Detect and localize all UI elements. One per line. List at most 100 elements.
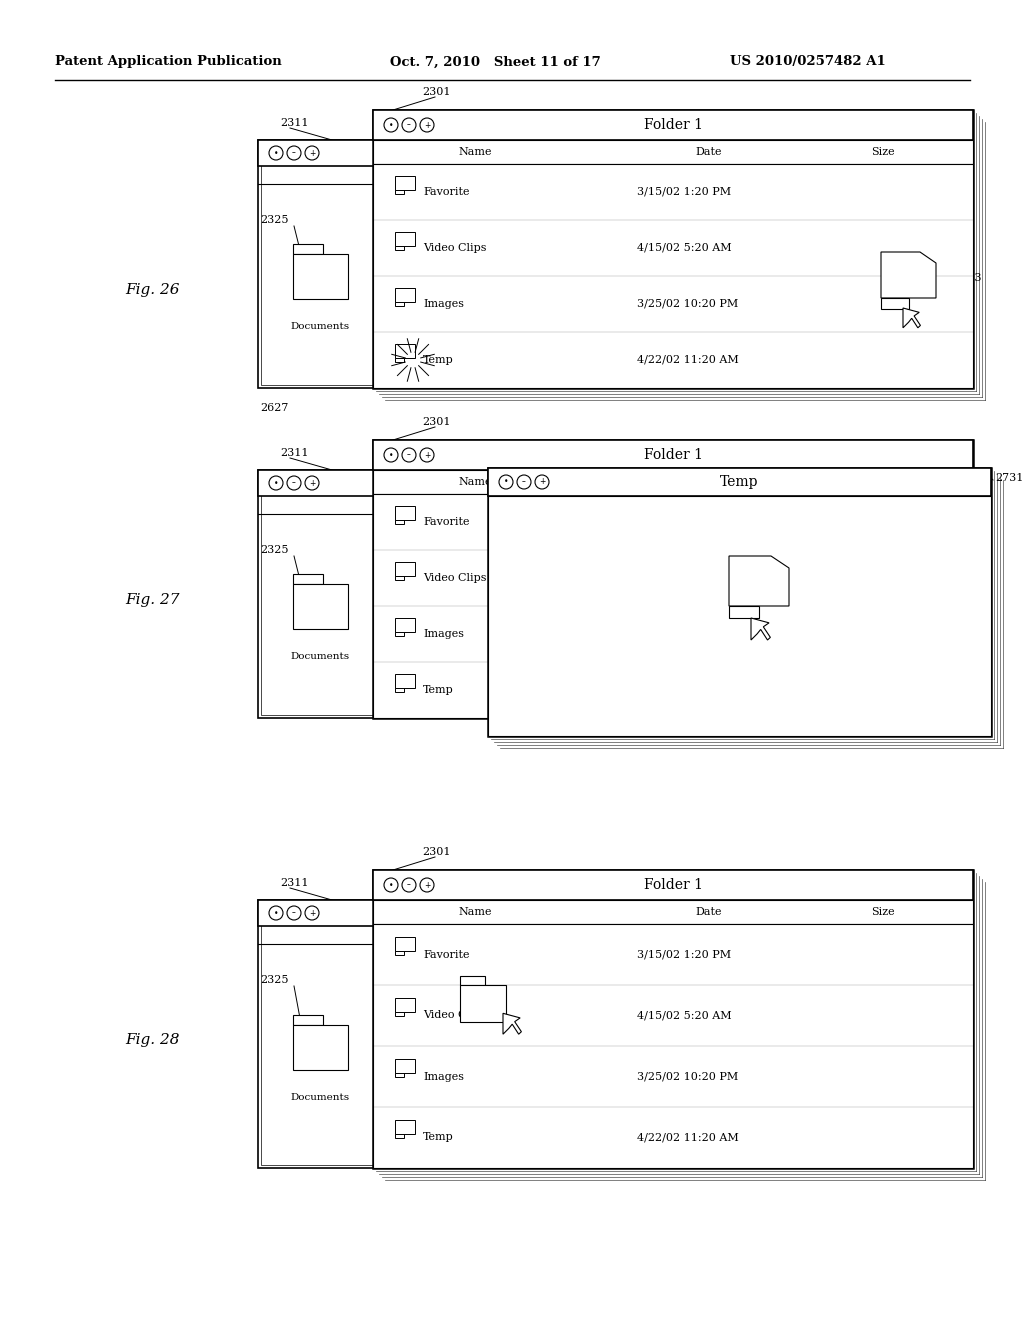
Bar [373,870,973,1168]
Bar [881,298,908,309]
Bar [395,358,404,362]
Bar [490,471,988,733]
Bar [460,985,506,1022]
Text: Name: Name [459,477,492,487]
Text: +: + [539,478,545,487]
Text: 3/15/02 1:20 PM: 3/15/02 1:20 PM [637,187,731,197]
Text: Documents: Documents [291,652,349,661]
Bar [395,1060,415,1073]
Bar [377,874,969,1164]
Bar [373,924,973,1168]
Text: Favorite: Favorite [423,517,469,527]
Text: Images: Images [423,1072,464,1081]
Bar [293,574,323,583]
Text: 2621: 2621 [894,370,923,380]
Text: 3/25/02 10:20 PM: 3/25/02 10:20 PM [637,300,738,309]
Bar [373,870,973,900]
Text: 2721: 2721 [739,686,768,696]
Bar [293,1015,323,1026]
Bar [395,177,415,190]
Bar [377,114,969,384]
Bar [261,903,403,1166]
Text: +: + [424,120,430,129]
Text: Size: Size [871,477,895,487]
Text: Size: Size [871,907,895,917]
Bar [373,164,973,388]
Text: –: – [408,120,411,129]
Text: +: + [309,149,315,157]
Text: Fig. 27: Fig. 27 [125,593,179,607]
Text: +: + [424,450,430,459]
Text: 3/15/02 1:20 PM: 3/15/02 1:20 PM [637,949,731,960]
Polygon shape [751,618,770,640]
Text: 2325: 2325 [260,215,289,224]
Text: •: • [273,908,279,917]
Text: Folder 1: Folder 1 [643,878,702,892]
Text: Size: Size [871,147,895,157]
Text: –: – [292,908,296,917]
Text: 2325: 2325 [260,545,289,554]
Text: Images: Images [423,300,464,309]
Text: Folder 1: Folder 1 [643,117,702,132]
Polygon shape [729,556,790,606]
Text: 2311: 2311 [280,117,308,128]
Bar [395,232,415,247]
Bar [261,473,403,715]
Bar [373,140,973,164]
Bar [258,470,406,496]
Text: 2723: 2723 [809,576,838,586]
Bar [373,110,973,140]
Text: Video Clips: Video Clips [423,573,486,583]
Bar [373,494,973,718]
Bar [395,1121,415,1134]
Text: 2823: 2823 [488,956,516,965]
Bar [261,143,403,385]
Bar [395,302,404,306]
Text: Oct. 7, 2010   Sheet 11 of 17: Oct. 7, 2010 Sheet 11 of 17 [390,55,601,69]
Text: +: + [424,880,430,890]
Text: 2301: 2301 [422,87,451,96]
Bar [395,632,404,636]
Bar [258,140,406,388]
Bar [395,1134,404,1138]
Text: Temp: Temp [423,685,454,696]
Text: Name: Name [459,147,492,157]
Polygon shape [503,1014,521,1034]
Bar [395,345,415,358]
Text: US 2010/0257482 A1: US 2010/0257482 A1 [730,55,886,69]
Text: Images: Images [423,630,464,639]
Bar [293,1026,348,1071]
Text: 3/25/02 10:20 PM: 3/25/02 10:20 PM [637,1072,738,1081]
Text: Fig. 28: Fig. 28 [125,1034,179,1047]
Bar [395,520,404,524]
Text: Patent Application Publication: Patent Application Publication [55,55,282,69]
Text: –: – [408,880,411,890]
Text: 2311: 2311 [280,447,308,458]
Text: Favorite: Favorite [423,949,469,960]
Bar [395,577,404,579]
Text: 2821: 2821 [488,1085,517,1096]
Bar [373,900,973,924]
Text: 2623: 2623 [953,273,981,282]
Text: Video Clips: Video Clips [423,243,486,253]
Bar [293,253,348,300]
Text: Name: Name [459,907,492,917]
Bar [488,469,991,737]
Bar [729,606,759,618]
Text: Temp: Temp [423,1133,454,1143]
Text: •: • [389,880,393,890]
Bar [293,244,323,253]
Text: –: – [292,149,296,157]
Polygon shape [903,308,921,327]
Bar [373,110,973,388]
Bar [258,900,406,927]
Bar [395,247,404,249]
Text: 4/22/02 11:20 AM: 4/22/02 11:20 AM [637,355,738,366]
Bar [395,675,415,688]
Bar [460,977,485,985]
Text: Favorite: Favorite [423,187,469,197]
Text: 2301: 2301 [422,847,451,857]
Text: Temp: Temp [423,355,454,366]
Text: –: – [292,479,296,487]
Bar [395,190,404,194]
